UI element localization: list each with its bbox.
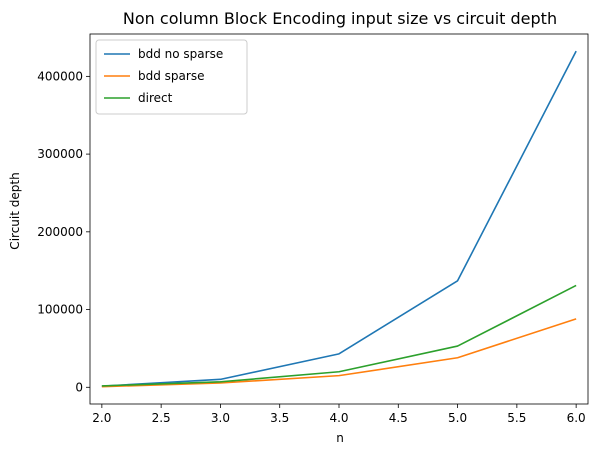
legend-label-1: bdd no sparse xyxy=(138,47,223,61)
series-line-3 xyxy=(101,284,577,387)
y-tick-label: 300000 xyxy=(37,147,83,161)
y-tick-label: 400000 xyxy=(37,69,83,83)
chart-title: Non column Block Encoding input size vs … xyxy=(123,9,557,28)
series-line-1 xyxy=(101,50,577,387)
x-tick-label: 5.5 xyxy=(507,411,526,425)
y-tick-label: 100000 xyxy=(37,303,83,317)
x-tick-label: 4.5 xyxy=(389,411,408,425)
x-tick-label: 2.5 xyxy=(152,411,171,425)
x-tick-label: 2.0 xyxy=(92,411,111,425)
legend-label-3: direct xyxy=(138,91,173,105)
legend-box xyxy=(95,39,248,115)
y-tick-label: 200000 xyxy=(37,225,83,239)
x-tick-label: 5.0 xyxy=(448,411,467,425)
y-tick-label: 0 xyxy=(75,380,83,394)
series-line-2 xyxy=(101,318,577,388)
axes-frame xyxy=(89,33,589,405)
y-axis-label: Circuit depth xyxy=(8,172,22,249)
x-tick-label: 4.0 xyxy=(329,411,348,425)
plot-area: 2.0 2.5 3.0 3.5 4.0 4.5 5.0 5.5 6.0 0 100000 200000… xyxy=(37,33,589,425)
legend-label-2: bdd sparse xyxy=(138,69,204,83)
x-tick-label: 6.0 xyxy=(567,411,586,425)
x-tick-label: 3.0 xyxy=(211,411,230,425)
x-tick-label: 3.5 xyxy=(270,411,289,425)
x-axis-label: n xyxy=(336,431,344,445)
